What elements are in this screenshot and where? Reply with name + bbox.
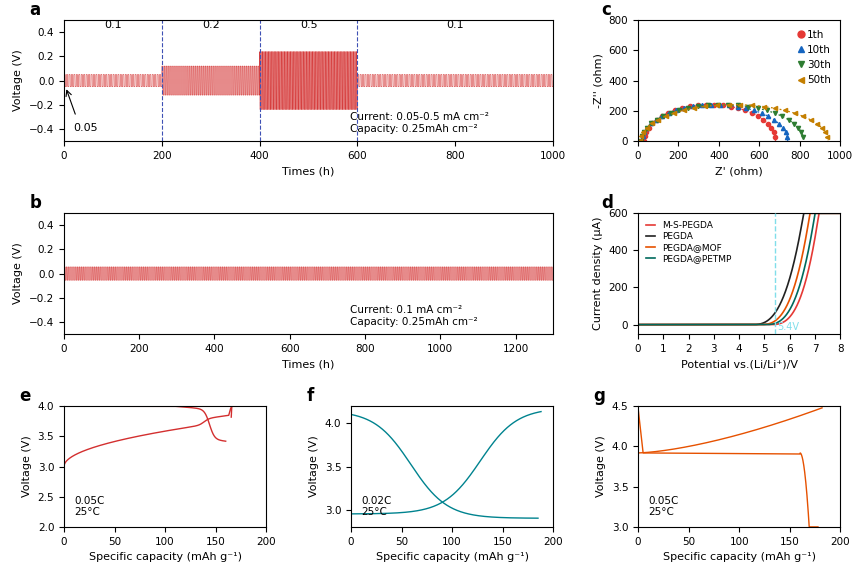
Y-axis label: Voltage (V): Voltage (V) [596,436,606,497]
Y-axis label: Voltage (V): Voltage (V) [14,50,23,111]
Text: 0.02C
25°C: 0.02C 25°C [360,496,391,517]
Text: e: e [20,387,31,405]
X-axis label: Z' (ohm): Z' (ohm) [715,166,762,176]
Text: Current: 0.05-0.5 mA cm⁻²
Capacity: 0.25mAh cm⁻²: Current: 0.05-0.5 mA cm⁻² Capacity: 0.25… [349,112,488,134]
X-axis label: Specific capacity (mAh g⁻¹): Specific capacity (mAh g⁻¹) [375,552,528,562]
Text: 0.05C
25°C: 0.05C 25°C [74,496,104,517]
X-axis label: Potential vs.(Li/Li⁺)/V: Potential vs.(Li/Li⁺)/V [680,359,797,369]
Text: 0.1: 0.1 [104,20,122,30]
Y-axis label: Voltage (V): Voltage (V) [308,436,319,497]
Text: g: g [593,387,605,405]
Text: c: c [601,1,611,20]
Text: 0.05C
25°C: 0.05C 25°C [648,496,677,517]
X-axis label: Specific capacity (mAh g⁻¹): Specific capacity (mAh g⁻¹) [662,552,815,562]
X-axis label: Times (h): Times (h) [282,166,334,176]
Text: d: d [601,195,613,212]
Y-axis label: -Z'' (ohm): -Z'' (ohm) [592,53,602,108]
Y-axis label: Current density (μA): Current density (μA) [592,217,602,331]
Text: a: a [30,1,41,20]
X-axis label: Times (h): Times (h) [282,359,334,369]
Text: 0.2: 0.2 [202,20,219,30]
Text: 0.5: 0.5 [299,20,317,30]
Text: 5.4V: 5.4V [776,322,798,332]
Text: 0.05: 0.05 [72,123,97,133]
Text: Current: 0.1 mA cm⁻²
Capacity: 0.25mAh cm⁻²: Current: 0.1 mA cm⁻² Capacity: 0.25mAh c… [349,305,477,327]
Text: b: b [30,195,42,212]
Legend: M-S-PEGDA, PEGDA, PEGDA@MOF, PEGDA@PETMP: M-S-PEGDA, PEGDA, PEGDA@MOF, PEGDA@PETMP [642,218,734,266]
Y-axis label: Voltage (V): Voltage (V) [22,436,32,497]
Text: 0.1: 0.1 [446,20,463,30]
Text: f: f [306,387,314,405]
X-axis label: Specific capacity (mAh g⁻¹): Specific capacity (mAh g⁻¹) [89,552,241,562]
Legend: 1th, 10th, 30th, 50th: 1th, 10th, 30th, 50th [793,25,834,89]
Y-axis label: Voltage (V): Voltage (V) [14,243,23,305]
